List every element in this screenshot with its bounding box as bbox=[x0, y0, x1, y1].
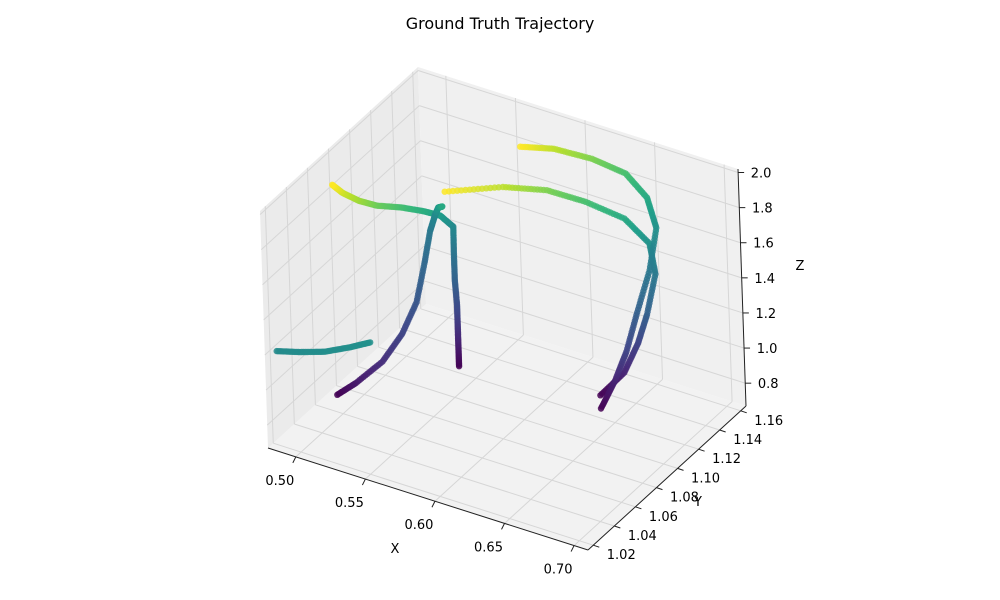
y-tick-label: 1.14 bbox=[733, 433, 762, 448]
z-tick-label: 2.0 bbox=[751, 167, 772, 182]
grid-z-left bbox=[266, 280, 426, 426]
y-tick bbox=[740, 410, 747, 414]
grid-y-left bbox=[327, 148, 337, 386]
grid-z-left bbox=[262, 140, 421, 286]
grid-z-back bbox=[425, 280, 746, 384]
grid-z-back bbox=[420, 140, 741, 244]
grid-x-back bbox=[723, 164, 733, 402]
grid-y-left bbox=[370, 110, 380, 348]
grid-y-left bbox=[306, 167, 316, 405]
z-axis-label: Z bbox=[796, 259, 805, 274]
y-tick-label: 1.10 bbox=[691, 471, 720, 486]
y-tick bbox=[656, 487, 663, 491]
y-axis-label: Y bbox=[693, 495, 702, 510]
z-axis-line bbox=[737, 168, 747, 407]
grid-z-left bbox=[264, 210, 424, 356]
grid-y-left bbox=[285, 186, 295, 425]
y-tick bbox=[614, 525, 621, 529]
grid-y-left bbox=[412, 71, 422, 309]
grid-z-left bbox=[259, 70, 419, 215]
grid-z-back bbox=[421, 175, 742, 279]
grid-x-back bbox=[654, 142, 664, 380]
x-tick bbox=[292, 456, 297, 464]
x-tick-label: 0.70 bbox=[544, 563, 573, 578]
y-tick-label: 1.12 bbox=[712, 452, 741, 467]
y-tick-label: 1.02 bbox=[607, 548, 636, 563]
x-tick-label: 0.55 bbox=[335, 496, 364, 511]
axis-panes bbox=[260, 67, 746, 550]
trajectory-point bbox=[517, 143, 524, 150]
x-tick bbox=[431, 500, 436, 508]
y-tick-label: 1.04 bbox=[628, 529, 657, 544]
grid-y-floor bbox=[315, 404, 636, 508]
grid-y-floor bbox=[420, 308, 741, 412]
grid-z-left bbox=[260, 105, 420, 250]
z-tick-label: 1.6 bbox=[753, 237, 774, 252]
z-tick-label: 1.4 bbox=[754, 272, 775, 287]
trajectory-point bbox=[439, 203, 446, 210]
y-tick-label: 1.16 bbox=[754, 414, 783, 429]
y-tick bbox=[677, 467, 684, 471]
y-tick bbox=[698, 448, 705, 452]
grid-y-floor bbox=[336, 385, 657, 489]
x-axis-label: X bbox=[391, 542, 400, 557]
chart-title: Ground Truth Trajectory bbox=[406, 14, 595, 33]
grid-y-floor bbox=[294, 423, 615, 527]
grid-z-left bbox=[263, 175, 423, 321]
grid-y-floor bbox=[357, 365, 678, 469]
x-tick-label: 0.65 bbox=[474, 540, 503, 555]
z-tick-label: 1.8 bbox=[752, 202, 773, 217]
grid-y-floor bbox=[273, 442, 594, 546]
grid-y-left bbox=[349, 129, 359, 367]
floor-pane bbox=[268, 304, 746, 550]
trajectory-point bbox=[441, 188, 448, 195]
trajectory-point bbox=[329, 181, 336, 188]
z-tick-label: 1.0 bbox=[757, 342, 778, 357]
x-tick-label: 0.60 bbox=[404, 518, 433, 533]
x-tick-label: 0.50 bbox=[265, 474, 294, 489]
y-tick-label: 1.08 bbox=[670, 491, 699, 506]
back-pane bbox=[418, 67, 746, 406]
grid-y-floor bbox=[399, 327, 720, 431]
trajectory-point bbox=[367, 339, 374, 346]
grid-z-back bbox=[422, 210, 744, 314]
trajectory-points bbox=[273, 143, 660, 412]
y-tick bbox=[635, 506, 642, 510]
grid-x-back bbox=[514, 98, 524, 336]
grid-z-left bbox=[265, 245, 425, 391]
z-tick-label: 1.2 bbox=[756, 307, 777, 322]
grid-z-back bbox=[423, 245, 745, 349]
y-tick bbox=[719, 429, 726, 433]
tick-labels: 0.50 0.55 0.60 0.65 0.70 1.02 1.04 1.06 1.08 1.10… bbox=[265, 167, 783, 578]
grid-z-back bbox=[417, 70, 739, 173]
z-tick-label: 0.8 bbox=[758, 377, 779, 392]
grid-y-left bbox=[264, 206, 274, 444]
x-tick bbox=[501, 523, 505, 530]
grid-y-floor bbox=[378, 346, 699, 450]
x-axis-line bbox=[267, 447, 589, 551]
x-tick bbox=[361, 478, 366, 486]
y-tick bbox=[593, 544, 600, 548]
x-tick bbox=[570, 545, 575, 552]
y-tick-label: 1.06 bbox=[649, 510, 678, 525]
